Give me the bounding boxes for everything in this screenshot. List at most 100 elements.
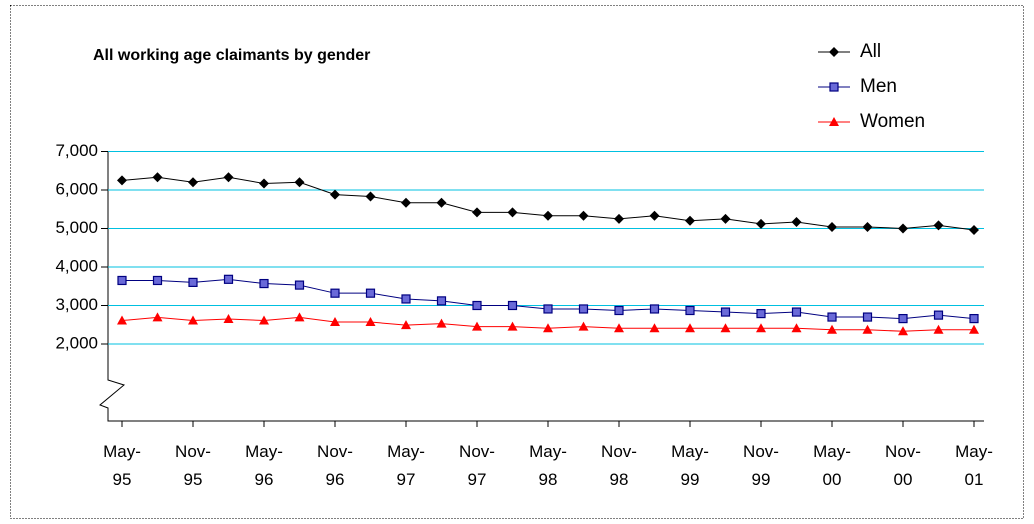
marker bbox=[720, 323, 731, 333]
marker bbox=[969, 324, 979, 334]
marker bbox=[933, 324, 944, 334]
marker bbox=[543, 323, 553, 333]
marker bbox=[756, 218, 766, 229]
marker bbox=[223, 313, 234, 323]
marker bbox=[969, 225, 979, 236]
marker bbox=[507, 321, 518, 331]
marker bbox=[188, 277, 198, 287]
marker bbox=[898, 223, 908, 234]
marker bbox=[756, 308, 766, 319]
marker bbox=[649, 210, 660, 221]
marker bbox=[791, 216, 802, 227]
marker bbox=[294, 280, 305, 290]
marker bbox=[578, 210, 589, 221]
y-tick-label: 3,000 bbox=[55, 295, 98, 314]
marker bbox=[472, 300, 482, 311]
marker bbox=[578, 304, 589, 314]
x-tick-label: Nov-97 bbox=[459, 442, 495, 489]
marker bbox=[365, 317, 376, 327]
x-tick-label: Nov-00 bbox=[885, 442, 921, 489]
marker bbox=[791, 307, 802, 317]
marker bbox=[827, 221, 837, 232]
marker bbox=[614, 323, 624, 333]
marker bbox=[259, 178, 269, 189]
marker bbox=[223, 172, 234, 183]
marker bbox=[720, 307, 731, 317]
marker bbox=[436, 197, 447, 208]
x-tick-label: Nov-99 bbox=[743, 442, 779, 489]
marker bbox=[294, 312, 305, 322]
x-tick-label: May-99 bbox=[671, 442, 709, 489]
marker bbox=[969, 313, 979, 324]
marker bbox=[649, 323, 660, 333]
marker bbox=[933, 310, 944, 320]
x-tick-label: May-98 bbox=[529, 442, 567, 489]
chart-title: All working age claimants by gender bbox=[93, 47, 370, 64]
y-tick-label: 7,000 bbox=[55, 141, 98, 160]
marker bbox=[223, 274, 234, 284]
x-tick-label: May-97 bbox=[387, 442, 425, 489]
y-tick-label: 2,000 bbox=[55, 333, 98, 352]
marker bbox=[862, 324, 873, 334]
marker bbox=[472, 321, 482, 331]
marker bbox=[614, 305, 624, 316]
legend-label: All bbox=[860, 41, 881, 62]
x-tick-label: May-00 bbox=[813, 442, 851, 489]
y-tick-label: 5,000 bbox=[55, 218, 98, 237]
legend-marker bbox=[829, 47, 839, 57]
marker bbox=[152, 275, 163, 286]
marker bbox=[117, 315, 127, 325]
marker bbox=[259, 278, 269, 289]
marker bbox=[543, 210, 553, 221]
marker bbox=[401, 320, 411, 330]
marker bbox=[188, 315, 198, 325]
marker bbox=[507, 300, 518, 311]
marker bbox=[685, 323, 695, 333]
marker bbox=[259, 315, 269, 325]
x-tick-label: May-95 bbox=[103, 442, 141, 489]
marker bbox=[507, 207, 518, 218]
marker bbox=[152, 172, 163, 183]
marker bbox=[827, 324, 837, 334]
marker bbox=[117, 275, 127, 286]
marker bbox=[614, 213, 624, 224]
marker bbox=[685, 305, 695, 316]
x-tick-label: May-01 bbox=[955, 442, 993, 489]
marker bbox=[152, 312, 163, 322]
marker bbox=[294, 177, 305, 188]
marker bbox=[117, 175, 127, 186]
x-tick-label: Nov-98 bbox=[601, 442, 637, 489]
marker bbox=[436, 296, 447, 306]
marker bbox=[898, 326, 908, 336]
y-tick-label: 4,000 bbox=[55, 256, 98, 275]
legend-label: Women bbox=[860, 111, 925, 132]
marker bbox=[401, 294, 411, 304]
marker bbox=[862, 312, 873, 322]
marker bbox=[330, 317, 340, 327]
marker bbox=[898, 313, 908, 324]
marker bbox=[436, 318, 447, 328]
marker bbox=[330, 189, 340, 200]
marker bbox=[543, 304, 553, 314]
marker bbox=[933, 220, 944, 231]
x-tick-label: May-96 bbox=[245, 442, 283, 489]
marker bbox=[649, 304, 660, 314]
axis bbox=[99, 151, 984, 422]
legend-marker bbox=[829, 82, 839, 92]
chart-border bbox=[10, 5, 1024, 519]
marker bbox=[365, 191, 376, 202]
marker bbox=[862, 221, 873, 232]
x-tick-label: Nov-95 bbox=[175, 442, 211, 489]
marker bbox=[401, 197, 411, 208]
legend-label: Men bbox=[860, 76, 897, 97]
marker bbox=[720, 213, 731, 224]
legend-marker bbox=[829, 117, 839, 126]
marker bbox=[472, 207, 482, 218]
marker bbox=[578, 321, 589, 331]
marker bbox=[827, 312, 837, 322]
marker bbox=[188, 177, 198, 188]
x-tick-label: Nov-96 bbox=[317, 442, 353, 489]
marker bbox=[365, 288, 376, 298]
series-line bbox=[121, 176, 975, 231]
